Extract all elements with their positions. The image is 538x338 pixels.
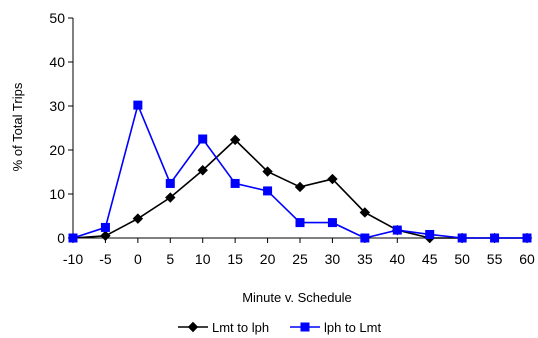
- x-tick-label: 10: [195, 251, 211, 267]
- data-point: [294, 181, 306, 193]
- y-tick-label: 20: [49, 142, 65, 158]
- data-point: [425, 229, 435, 239]
- x-tick-label: 55: [487, 251, 503, 267]
- data-point: [490, 233, 500, 243]
- data-point: [327, 173, 338, 185]
- x-tick-label: 5: [166, 251, 174, 267]
- y-tick-label: 10: [49, 186, 65, 202]
- y-tick-label: 40: [49, 54, 65, 70]
- data-point: [132, 213, 144, 224]
- legend-marker: [187, 321, 199, 333]
- data-point: [230, 178, 240, 188]
- x-axis-label: Minute v. Schedule: [242, 290, 352, 305]
- data-point: [359, 207, 371, 218]
- data-point: [100, 230, 111, 242]
- x-tick-label: 15: [227, 251, 243, 267]
- x-tick-label: 50: [454, 251, 470, 267]
- x-tick-label: 25: [292, 251, 308, 267]
- data-point: [360, 233, 370, 243]
- data-point: [263, 186, 273, 196]
- series-2: [68, 100, 532, 243]
- x-tick-label: 45: [422, 251, 438, 267]
- data-point: [165, 178, 175, 188]
- data-point: [68, 233, 78, 243]
- x-tick-label: 30: [325, 251, 341, 267]
- x-axis-ticks: -10 -5 0 5 10 15 20 25 30 35 40 45 50 55 60: [63, 238, 535, 267]
- legend-item-2: lph to Lmt: [290, 320, 381, 335]
- y-tick-label: 0: [57, 230, 65, 246]
- data-point: [197, 165, 208, 176]
- data-point: [100, 222, 110, 232]
- y-tick-label: 50: [49, 10, 65, 26]
- data-point: [457, 233, 467, 243]
- x-tick-label: -10: [63, 251, 83, 267]
- data-point: [392, 225, 402, 235]
- legend-marker: [300, 322, 310, 332]
- data-point: [229, 134, 241, 146]
- plot-area: 0 10 20 30 40 50 -10 -5 0 5 10 15 20 25 30 35 40 45 50 55 6…: [49, 10, 535, 267]
- x-tick-label: 35: [357, 251, 373, 267]
- y-axis-ticks: 0 10 20 30 40 50: [49, 10, 73, 246]
- x-tick-label: 60: [519, 251, 535, 267]
- data-point: [522, 233, 532, 243]
- legend-label: lph to Lmt: [324, 320, 381, 335]
- data-point: [198, 134, 208, 144]
- x-tick-label: 20: [260, 251, 276, 267]
- series-layer: [67, 100, 533, 244]
- data-point: [133, 100, 143, 110]
- legend-item-1: Lmt to lph: [178, 320, 269, 335]
- data-point: [262, 166, 273, 177]
- x-tick-label: -5: [99, 251, 112, 267]
- data-point: [327, 218, 337, 228]
- y-tick-label: 30: [49, 98, 65, 114]
- data-point: [165, 192, 176, 203]
- y-axis-label: % of Total Trips: [10, 82, 25, 171]
- x-tick-label: 40: [389, 251, 405, 267]
- legend-label: Lmt to lph: [212, 320, 269, 335]
- data-point: [295, 218, 305, 228]
- legend: Lmt to lph lph to Lmt: [178, 320, 381, 335]
- x-tick-label: 0: [134, 251, 142, 267]
